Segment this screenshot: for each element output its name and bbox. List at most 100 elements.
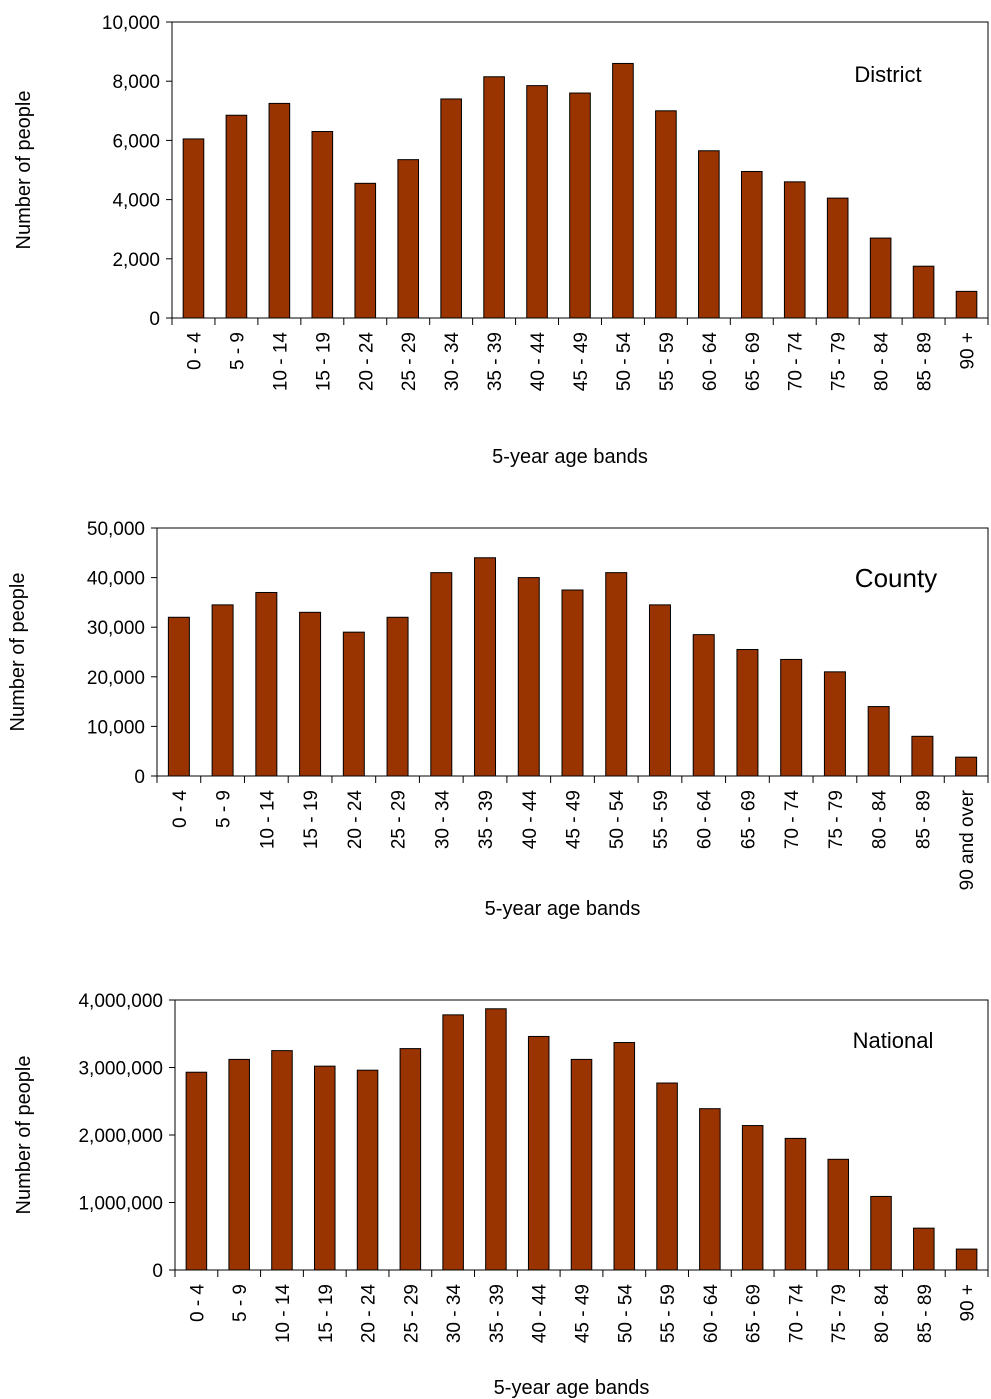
bar-0-4 <box>167 616 190 777</box>
x-tick-label: 30 - 34 <box>432 790 453 850</box>
bar-40-44 <box>526 85 548 319</box>
bar-30-34 <box>442 1014 464 1271</box>
bar-55-59 <box>656 1082 678 1271</box>
x-tick-label: 70 - 74 <box>782 790 803 850</box>
x-tick-label: 85 - 89 <box>915 332 936 391</box>
bar-70-74 <box>784 1137 807 1271</box>
x-tick-label: 45 - 49 <box>571 332 592 391</box>
x-tick-label: 50 - 54 <box>607 790 628 850</box>
chart-panel-district: 0 2,000 4,000 6,000 8,000 10,000 0 - 4 5 - 9 10 … <box>13 13 989 468</box>
y-tick-label: 0 <box>134 767 145 788</box>
x-tick-label: 20 - 24 <box>356 332 377 392</box>
y-tick-label: 0 <box>149 309 160 330</box>
bar-35-39 <box>485 1008 507 1271</box>
y-tick-label: 2,000 <box>112 250 160 271</box>
x-tick-label: 40 - 44 <box>520 790 541 850</box>
x-tick-label: 50 - 54 <box>614 332 635 392</box>
x-axis-title: 5-year age bands <box>485 898 641 920</box>
bar-75-79 <box>826 197 849 319</box>
bar-85-89 <box>911 735 934 777</box>
bar-55-59 <box>655 110 677 319</box>
x-tick-label: 25 - 29 <box>389 790 410 849</box>
chart-panel-national: 0 1,000,000 2,000,000 3,000,000 4,000,000 0 -… <box>13 991 989 1399</box>
bar-25-29 <box>399 1048 422 1271</box>
x-tick-label: 20 - 24 <box>345 790 366 850</box>
bar-65-69 <box>736 649 759 777</box>
bar-35-39 <box>474 557 497 777</box>
bar-30-34 <box>440 98 462 319</box>
chart-panel-county: 0 10,000 20,000 30,000 40,000 50,000 0 - 4 5 - … <box>7 519 989 920</box>
bar-70-74 <box>780 658 803 777</box>
bar-80-84 <box>869 237 892 319</box>
region-label: County <box>855 563 937 593</box>
x-tick-label: 40 - 44 <box>528 332 549 392</box>
y-tick-label: 4,000 <box>112 191 160 212</box>
region-label: National <box>853 1028 934 1053</box>
y-tick-label: 4,000,000 <box>78 991 163 1012</box>
y-axis-title: Number of people <box>7 573 29 732</box>
y-tick-label: 3,000,000 <box>78 1059 163 1080</box>
y-tick-label: 1,000,000 <box>78 1194 163 1215</box>
x-tick-label: 35 - 39 <box>485 332 506 391</box>
bar-85-89 <box>912 265 935 319</box>
bar-50-54 <box>612 62 634 319</box>
bar-0-4 <box>182 138 205 319</box>
x-tick-label: 75 - 79 <box>829 1284 850 1343</box>
x-tick-label: 35 - 39 <box>476 790 497 849</box>
bar-60-64 <box>692 634 715 777</box>
bar-50-54 <box>613 1042 636 1271</box>
x-axis-title: 5-year age bands <box>494 1377 650 1399</box>
bar-40-44 <box>527 1035 550 1271</box>
bar-45-49 <box>570 1058 593 1271</box>
x-tick-label: 20 - 24 <box>359 1284 380 1344</box>
x-tick-label: 40 - 44 <box>530 1284 551 1344</box>
bar-5-9 <box>211 604 234 777</box>
bar-40-44 <box>517 577 540 777</box>
bar-10-14 <box>268 102 291 319</box>
bar-60-64 <box>698 150 720 319</box>
bar-20-24 <box>342 631 365 777</box>
y-axis-title: Number of people <box>13 91 35 250</box>
x-tick-label: 70 - 74 <box>786 1284 807 1344</box>
region-label: District <box>854 62 921 87</box>
bar-15-19 <box>299 611 322 777</box>
x-tick-label: 10 - 14 <box>257 790 278 850</box>
x-tick-label: 55 - 59 <box>657 332 678 391</box>
x-tick-label: 90 + <box>958 332 979 370</box>
x-tick-label: 60 - 64 <box>700 332 721 392</box>
x-tick-label: 50 - 54 <box>615 1284 636 1344</box>
x-tick-label: 80 - 84 <box>870 790 891 850</box>
bar-50-54 <box>605 572 628 777</box>
bar-5-9 <box>228 1058 250 1271</box>
bar-45-49 <box>569 92 591 319</box>
bar-90+ <box>955 1248 978 1271</box>
bar-25-29 <box>397 159 420 319</box>
bar-80-84 <box>870 1195 892 1271</box>
x-tick-label: 45 - 49 <box>573 1284 594 1343</box>
bar-5-9 <box>225 114 248 319</box>
bar-65-69 <box>741 1125 764 1271</box>
bar-15-19 <box>313 1065 336 1271</box>
x-tick-label: 60 - 64 <box>695 790 716 850</box>
y-tick-label: 50,000 <box>87 519 145 540</box>
y-tick-label: 40,000 <box>87 569 145 590</box>
y-axis-title: Number of people <box>13 1056 35 1215</box>
x-tick-label: 65 - 69 <box>743 332 764 391</box>
x-tick-label: 90 and over <box>957 789 978 890</box>
bar-85-89 <box>913 1227 935 1271</box>
bar-10-14 <box>255 591 278 777</box>
y-tick-label: 8,000 <box>112 72 160 93</box>
x-tick-label: 35 - 39 <box>487 1284 508 1343</box>
x-tick-label: 15 - 19 <box>313 332 334 391</box>
x-tick-label: 75 - 79 <box>829 332 850 391</box>
bar-35-39 <box>483 76 505 319</box>
x-tick-label: 80 - 84 <box>872 1284 893 1344</box>
x-tick-label: 0 - 4 <box>184 332 205 370</box>
x-tick-label: 25 - 29 <box>399 332 420 391</box>
x-tick-label: 10 - 14 <box>273 1284 294 1344</box>
x-tick-label: 60 - 64 <box>701 1284 722 1344</box>
y-tick-label: 6,000 <box>112 131 160 152</box>
bar-90+ <box>955 290 978 319</box>
x-tick-label: 55 - 59 <box>651 790 672 849</box>
bar-75-79 <box>823 671 846 777</box>
